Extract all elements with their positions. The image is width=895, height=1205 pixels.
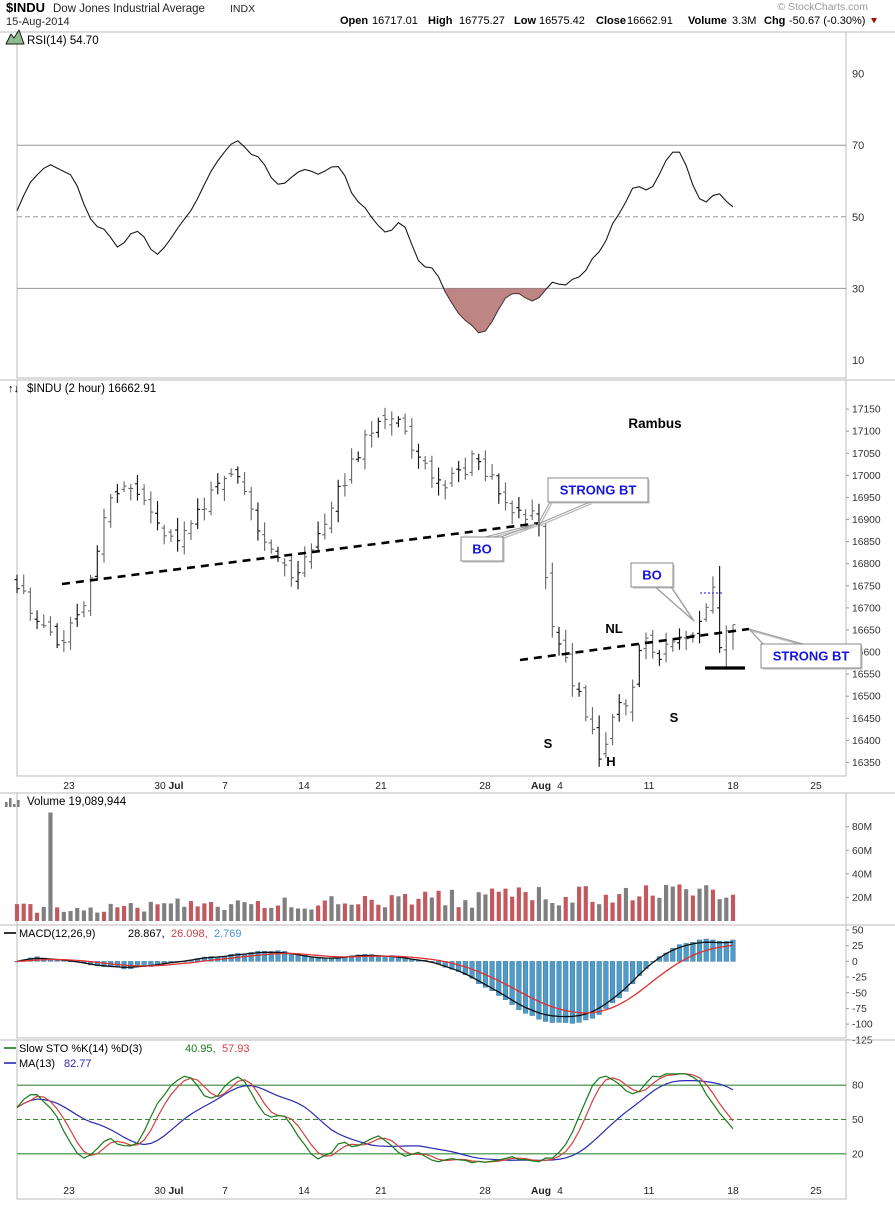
svg-text:21: 21 — [375, 781, 387, 792]
svg-text:80M: 80M — [852, 822, 872, 833]
svg-text:30: 30 — [852, 283, 864, 295]
svg-text:15-Aug-2014: 15-Aug-2014 — [6, 16, 70, 28]
svg-text:3.3M: 3.3M — [732, 15, 756, 27]
svg-text:Jul: Jul — [169, 781, 184, 792]
svg-text:28: 28 — [479, 781, 491, 792]
svg-text:7: 7 — [222, 781, 228, 792]
svg-text:Jul: Jul — [169, 1186, 184, 1197]
svg-text:16650: 16650 — [852, 625, 881, 636]
svg-text:50: 50 — [852, 212, 864, 224]
svg-text:14: 14 — [298, 1186, 310, 1197]
svg-text:50: 50 — [852, 1115, 864, 1126]
svg-text:MA(13): MA(13) — [19, 1058, 55, 1070]
svg-text:17150: 17150 — [852, 405, 881, 416]
svg-text:16450: 16450 — [852, 714, 881, 725]
svg-text:82.77: 82.77 — [64, 1058, 92, 1070]
svg-text:11: 11 — [644, 781, 655, 792]
svg-text:$INDU (2 hour) 16662.91: $INDU (2 hour) 16662.91 — [27, 383, 156, 395]
svg-text:16950: 16950 — [852, 493, 881, 504]
svg-text:Low: Low — [514, 15, 536, 27]
svg-text:16350: 16350 — [852, 758, 881, 769]
svg-text:© StockCharts.com: © StockCharts.com — [777, 1, 868, 13]
svg-text:30: 30 — [154, 1186, 166, 1197]
svg-text:16850: 16850 — [852, 537, 881, 548]
svg-text:18: 18 — [727, 781, 739, 792]
svg-text:16717.01: 16717.01 — [372, 15, 418, 27]
svg-text:Slow STO %K(14) %D(3): Slow STO %K(14) %D(3) — [19, 1043, 142, 1055]
svg-text:16662.91: 16662.91 — [627, 15, 673, 27]
svg-text:16400: 16400 — [852, 736, 881, 747]
svg-text:20M: 20M — [852, 893, 872, 904]
svg-text:40M: 40M — [852, 869, 872, 880]
svg-text:21: 21 — [375, 1186, 387, 1197]
svg-text:INDX: INDX — [230, 3, 255, 15]
svg-text:30: 30 — [154, 781, 166, 792]
svg-text:26.098,: 26.098, — [171, 928, 208, 940]
svg-text:Dow Jones Industrial Average: Dow Jones Industrial Average — [53, 3, 205, 15]
svg-text:NL: NL — [605, 621, 622, 636]
svg-text:17000: 17000 — [852, 471, 881, 482]
svg-text:80: 80 — [852, 1081, 864, 1092]
svg-text:20: 20 — [852, 1149, 864, 1160]
svg-text:-25: -25 — [852, 973, 867, 984]
svg-text:50: 50 — [852, 926, 864, 937]
svg-text:S: S — [544, 736, 553, 751]
svg-text:40.95,: 40.95, — [185, 1043, 216, 1055]
svg-text:Volume 19,089,944: Volume 19,089,944 — [27, 796, 127, 808]
svg-text:STRONG BT: STRONG BT — [773, 649, 850, 664]
svg-text:16575.42: 16575.42 — [539, 15, 585, 27]
svg-text:16900: 16900 — [852, 515, 881, 526]
svg-text:$INDU: $INDU — [6, 0, 45, 15]
svg-text:-50.67 (-0.30%): -50.67 (-0.30%) — [789, 15, 865, 27]
svg-text:90: 90 — [852, 69, 864, 81]
svg-text:Aug: Aug — [531, 1186, 551, 1197]
svg-text:23: 23 — [63, 781, 75, 792]
svg-text:25: 25 — [810, 1186, 822, 1197]
svg-text:10: 10 — [852, 355, 864, 367]
svg-text:18: 18 — [727, 1186, 739, 1197]
svg-text:Aug: Aug — [531, 781, 551, 792]
svg-text:Volume: Volume — [688, 15, 727, 27]
svg-text:28.867,: 28.867, — [128, 928, 165, 940]
svg-text:23: 23 — [63, 1186, 75, 1197]
svg-text:17050: 17050 — [852, 449, 881, 460]
svg-text:28: 28 — [479, 1186, 491, 1197]
svg-text:S: S — [670, 710, 679, 725]
svg-text:Close: Close — [596, 15, 626, 27]
svg-text:4: 4 — [557, 781, 563, 792]
svg-text:25: 25 — [810, 781, 822, 792]
svg-text:STRONG BT: STRONG BT — [560, 483, 637, 498]
svg-text:-50: -50 — [852, 988, 867, 999]
svg-text:BO: BO — [472, 542, 492, 557]
svg-text:16750: 16750 — [852, 581, 881, 592]
svg-text:Open: Open — [340, 15, 368, 27]
svg-text:-100: -100 — [852, 1020, 873, 1031]
svg-text:16550: 16550 — [852, 670, 881, 681]
svg-text:High: High — [428, 15, 453, 27]
svg-text:14: 14 — [298, 781, 310, 792]
svg-text:17100: 17100 — [852, 427, 881, 438]
svg-text:57.93: 57.93 — [222, 1043, 250, 1055]
svg-text:16800: 16800 — [852, 559, 881, 570]
svg-text:70: 70 — [852, 140, 864, 152]
svg-text:RSI(14) 54.70: RSI(14) 54.70 — [27, 35, 99, 47]
svg-text:0: 0 — [852, 957, 858, 968]
svg-text:BO: BO — [642, 568, 662, 583]
svg-text:16500: 16500 — [852, 692, 881, 703]
svg-text:7: 7 — [222, 1186, 228, 1197]
svg-text:25: 25 — [852, 941, 864, 952]
svg-text:4: 4 — [557, 1186, 563, 1197]
svg-text:-125: -125 — [852, 1035, 873, 1046]
svg-text:60M: 60M — [852, 846, 872, 857]
svg-text:-75: -75 — [852, 1004, 867, 1015]
svg-text:Chg: Chg — [764, 15, 785, 27]
svg-text:2.769: 2.769 — [214, 928, 242, 940]
svg-text:11: 11 — [644, 1186, 655, 1197]
svg-text:16700: 16700 — [852, 603, 881, 614]
svg-text:H: H — [606, 754, 615, 769]
svg-text:↑↓: ↑↓ — [8, 383, 19, 395]
svg-text:Rambus: Rambus — [628, 416, 681, 431]
svg-text:16775.27: 16775.27 — [459, 15, 505, 27]
svg-text:MACD(12,26,9): MACD(12,26,9) — [19, 928, 95, 940]
